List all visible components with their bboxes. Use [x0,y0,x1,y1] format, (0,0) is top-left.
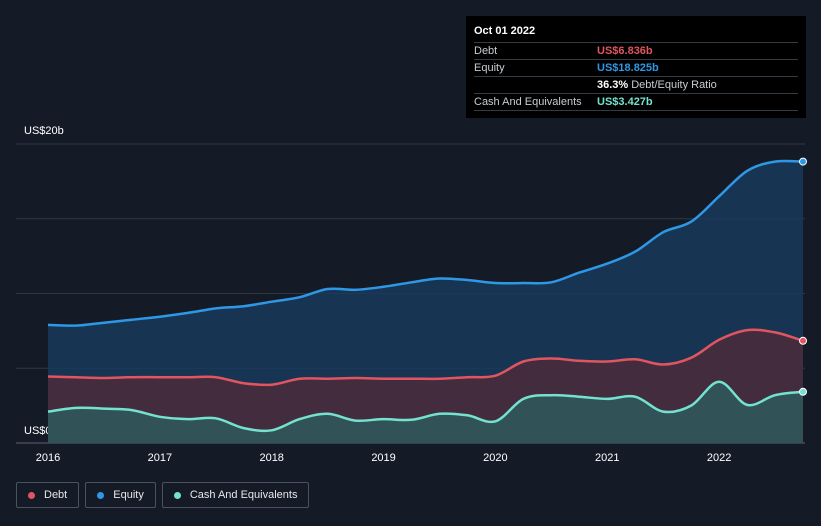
x-tick-label: 2017 [148,452,172,464]
debt-endpoint [799,336,807,345]
cash-line [47,380,804,433]
equity-line [47,159,804,327]
tooltip-row-ratio: 36.3% Debt/Equity Ratio [474,76,798,93]
tooltip-row-cash: Cash And Equivalents US$3.427b [474,93,798,111]
equity-dot-icon [97,491,105,499]
chart-legend: Debt Equity Cash And Equivalents [16,482,310,508]
legend-label: Debt [44,489,68,501]
x-tick-label: 2016 [36,452,60,464]
ratio-value: 36.3% [597,79,629,91]
tooltip-date: Oct 01 2022 [474,25,536,37]
x-tick-label: 2019 [371,452,395,464]
cash-area [48,381,803,443]
debt-dot-icon [28,491,35,499]
tooltip-value: 36.3% Debt/Equity Ratio [597,77,717,93]
x-tick-label: 2018 [259,452,283,464]
equity-endpoint [799,157,807,166]
y-tick-label: US$0 [24,425,52,437]
tooltip-row-debt: Debt US$6.836b [474,42,798,59]
tooltip-label: Equity [474,62,505,74]
x-tick-label: 2020 [483,452,507,464]
x-tick-label: 2021 [595,452,619,464]
cash-dot-icon [173,491,181,499]
y-tick-label: US$20b [24,125,64,137]
legend-item-debt[interactable]: Debt [16,482,80,508]
tooltip-label: Cash And Equivalents [474,96,582,108]
x-tick-label: 2022 [707,452,731,464]
legend-label: Cash And Equivalents [189,489,298,501]
tooltip-label [474,77,597,93]
legend-label: Equity [113,489,144,501]
tooltip-value: US$3.427b [597,96,653,108]
tooltip-value: US$6.836b [597,45,653,57]
tooltip-label: Debt [474,45,498,57]
legend-item-equity[interactable]: Equity [85,482,156,508]
tooltip-row-equity: Equity US$18.825b [474,59,798,76]
tooltip-value: US$18.825b [597,62,659,74]
legend-item-cash[interactable]: Cash And Equivalents [161,482,310,508]
ratio-sublabel: Debt/Equity Ratio [631,79,717,91]
data-tooltip: Oct 01 2022 Debt US$6.836b Equity US$18.… [466,16,806,118]
debt-line [47,328,804,387]
cash-endpoint [799,387,807,396]
